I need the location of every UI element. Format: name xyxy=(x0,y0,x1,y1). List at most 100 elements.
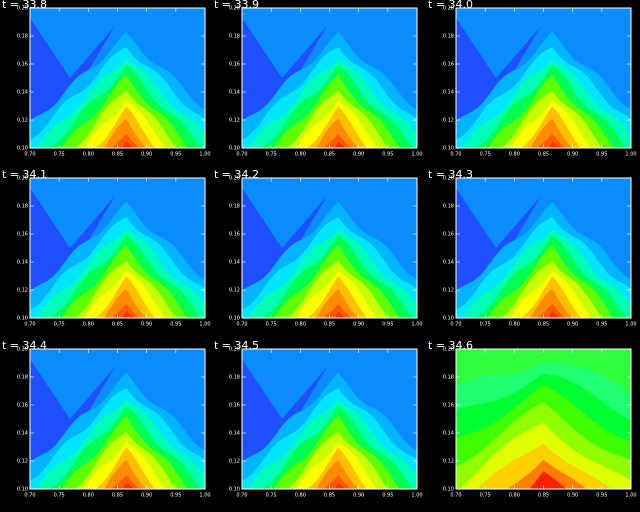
y-tick-label: 0.12 xyxy=(443,288,454,294)
x-tick-label: 0.85 xyxy=(324,493,335,499)
y-tick-label: 0.16 xyxy=(229,232,240,238)
contour-band xyxy=(529,471,567,489)
x-tick-label: 0.75 xyxy=(480,322,491,328)
x-tick-label: 1.00 xyxy=(625,322,636,328)
y-tick-label: 0.16 xyxy=(17,403,28,409)
y-tick-label: 0.20 xyxy=(443,176,454,182)
x-tick-label: 0.90 xyxy=(353,322,364,328)
contour-panel: t = 34.60.70 0.75 0.80 0.85 0.90 0.95 1.000.10… xyxy=(428,339,637,499)
x-tick-label: 0.70 xyxy=(450,322,461,328)
contour-band xyxy=(122,311,134,318)
contour-band xyxy=(316,288,359,318)
y-tick-label: 0.18 xyxy=(443,375,454,381)
x-tick-label: 0.90 xyxy=(353,152,364,158)
x-tick-label: 1.00 xyxy=(411,152,422,158)
x-tick-label: 1.00 xyxy=(411,493,422,499)
y-tick-label: 0.16 xyxy=(443,62,454,68)
x-tick-label: 0.75 xyxy=(266,322,277,328)
x-tick-label: 0.80 xyxy=(509,322,520,328)
contour-field xyxy=(456,178,631,318)
x-tick-label: 0.85 xyxy=(538,152,549,158)
contour-band xyxy=(334,482,346,489)
contour-band xyxy=(111,474,140,489)
x-tick-label: 0.75 xyxy=(54,493,65,499)
x-tick-label: 0.95 xyxy=(170,152,181,158)
y-tick-label: 0.10 xyxy=(443,487,454,493)
contour-band xyxy=(530,288,573,318)
x-tick-label: 0.90 xyxy=(141,322,152,328)
y-tick-label: 0.16 xyxy=(229,62,240,68)
y-tick-label: 0.10 xyxy=(17,146,28,152)
contour-band xyxy=(111,303,140,318)
panel-title: t = 34.0 xyxy=(428,0,473,11)
contour-panel: t = 34.0 0.70 0.75 0.80 0.85 0.90 0.95 1.00 0.10… xyxy=(428,0,637,158)
y-tick-label: 0.14 xyxy=(229,260,240,266)
x-tick-label: 0.80 xyxy=(295,493,306,499)
x-tick-label: 0.95 xyxy=(382,152,393,158)
y-tick-label: 0.18 xyxy=(443,204,454,210)
y-tick-label: 0.10 xyxy=(229,316,240,322)
contour-field xyxy=(456,8,631,148)
x-tick-label: 1.00 xyxy=(625,493,636,499)
y-tick-label: 0.14 xyxy=(17,431,28,437)
y-tick-label: 0.18 xyxy=(17,375,28,381)
contour-field xyxy=(242,349,417,489)
y-tick-label: 0.20 xyxy=(17,6,28,12)
y-tick-label: 0.12 xyxy=(229,118,240,124)
x-tick-label: 0.85 xyxy=(112,152,123,158)
y-tick-label: 0.16 xyxy=(17,232,28,238)
x-tick-label: 0.95 xyxy=(382,322,393,328)
y-tick-label: 0.10 xyxy=(17,487,28,493)
contour-band xyxy=(537,303,566,318)
contour-panel: t = 34.40.70 0.75 0.80 0.85 0.90 0.95 1.000.10… xyxy=(2,339,211,499)
contour-field xyxy=(456,349,631,489)
x-tick-label: 0.75 xyxy=(480,152,491,158)
x-tick-label: 0.95 xyxy=(596,152,607,158)
y-tick-label: 0.16 xyxy=(229,403,240,409)
contour-band xyxy=(548,311,560,318)
panel-title: t = 33.8 xyxy=(2,0,47,11)
y-tick-label: 0.14 xyxy=(17,90,28,96)
contour-field xyxy=(30,178,205,318)
y-tick-label: 0.12 xyxy=(17,459,28,465)
y-tick-label: 0.20 xyxy=(229,347,240,353)
panel-title: t = 33.9 xyxy=(214,0,259,11)
contour-band xyxy=(104,459,147,489)
contour-band xyxy=(111,133,140,148)
y-tick-label: 0.10 xyxy=(17,316,28,322)
contour-band xyxy=(548,141,560,148)
y-tick-label: 0.20 xyxy=(17,347,28,353)
y-tick-label: 0.12 xyxy=(17,118,28,124)
x-tick-label: 0.85 xyxy=(538,493,549,499)
contour-field xyxy=(242,178,417,318)
y-tick-label: 0.20 xyxy=(229,6,240,12)
contour-panel: t = 34.50.70 0.75 0.80 0.85 0.90 0.95 1.000.10… xyxy=(214,339,423,499)
x-tick-label: 1.00 xyxy=(199,152,210,158)
y-tick-label: 0.14 xyxy=(443,260,454,266)
contour-field xyxy=(30,349,205,489)
x-tick-label: 0.75 xyxy=(480,493,491,499)
x-tick-label: 0.85 xyxy=(538,322,549,328)
contour-field xyxy=(242,8,417,148)
x-tick-label: 0.70 xyxy=(24,322,35,328)
y-tick-label: 0.10 xyxy=(443,146,454,152)
x-tick-label: 0.80 xyxy=(83,152,94,158)
y-tick-label: 0.16 xyxy=(443,403,454,409)
contour-band xyxy=(316,118,359,148)
contour-band xyxy=(104,288,147,318)
contour-band xyxy=(530,118,573,148)
contour-field xyxy=(30,8,205,148)
x-tick-label: 0.90 xyxy=(141,152,152,158)
x-tick-label: 0.95 xyxy=(382,493,393,499)
y-tick-label: 0.18 xyxy=(229,375,240,381)
y-tick-label: 0.14 xyxy=(229,431,240,437)
y-tick-label: 0.10 xyxy=(229,146,240,152)
y-tick-label: 0.20 xyxy=(17,176,28,182)
x-tick-label: 0.70 xyxy=(24,152,35,158)
contour-panel: t = 34.10.70 0.75 0.80 0.85 0.90 0.95 1.000.10… xyxy=(2,168,211,328)
y-tick-label: 0.14 xyxy=(17,260,28,266)
y-tick-label: 0.14 xyxy=(443,431,454,437)
y-tick-label: 0.16 xyxy=(443,232,454,238)
x-tick-label: 0.80 xyxy=(295,322,306,328)
